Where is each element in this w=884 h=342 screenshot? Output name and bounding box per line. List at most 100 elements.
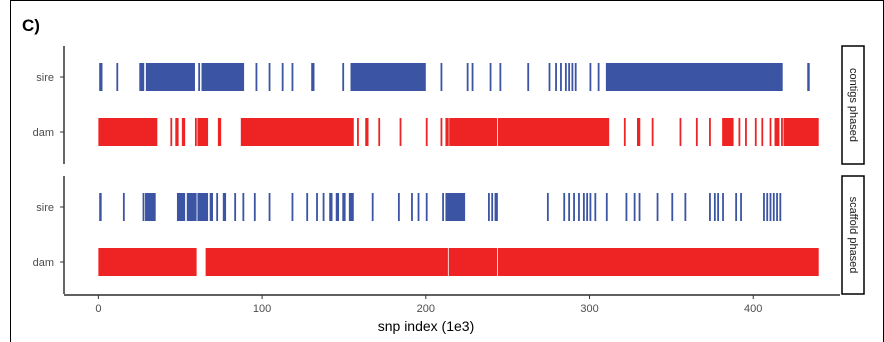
- segment-sire: [586, 193, 589, 221]
- segment-sire: [772, 193, 775, 221]
- segment-sire: [568, 193, 571, 221]
- segment-sire: [568, 63, 571, 91]
- segment-dam: [636, 118, 641, 146]
- segment-sire: [597, 63, 600, 91]
- segment-sire: [589, 63, 592, 91]
- segment-sire: [625, 193, 628, 221]
- segment-dam: [497, 248, 819, 276]
- panel-label: C): [22, 16, 40, 35]
- segment-sire: [582, 193, 585, 221]
- segment-dam: [745, 118, 747, 146]
- segment-dam: [170, 118, 173, 146]
- segment-sire: [142, 193, 145, 221]
- segment-dam: [197, 118, 209, 146]
- segment-sire: [311, 63, 315, 91]
- segment-sire: [573, 193, 575, 221]
- facet-2: sire dam scaffold phased: [33, 175, 865, 295]
- segment-dam: [440, 118, 443, 146]
- segment-dam: [783, 118, 819, 146]
- y-tick-label-sire: sire: [36, 72, 54, 84]
- segment-sire: [769, 193, 772, 221]
- series-dam: [98, 118, 819, 146]
- segment-sire: [397, 193, 400, 221]
- segment-sire: [489, 63, 492, 91]
- segment-sire: [563, 193, 566, 221]
- segment-sire: [242, 193, 245, 221]
- segment-dam: [365, 118, 369, 146]
- segment-sire: [709, 193, 711, 221]
- segment-sire: [578, 193, 580, 221]
- segment-sire: [342, 193, 346, 221]
- segment-sire: [638, 193, 641, 221]
- facets-layer: sire dam contigs phased sire dam scaffold pha…: [33, 45, 865, 295]
- segment-sire: [445, 193, 466, 221]
- segment-sire: [776, 193, 778, 221]
- y-tick-label-sire: sire: [36, 202, 54, 214]
- segment-sire: [281, 63, 284, 91]
- segment-sire: [198, 63, 201, 91]
- segment-dam: [709, 118, 711, 146]
- y-tick-label-dam: dam: [33, 127, 54, 139]
- segment-sire: [291, 63, 294, 91]
- segment-dam: [761, 118, 764, 146]
- segment-sire: [763, 193, 765, 221]
- segment-sire: [268, 63, 271, 91]
- segment-sire: [807, 63, 810, 91]
- segment-sire: [560, 63, 562, 91]
- segment-sire: [574, 63, 577, 91]
- segment-sire: [605, 193, 608, 221]
- segment-sire: [717, 193, 720, 221]
- segment-sire: [222, 193, 227, 221]
- segment-sire: [488, 193, 490, 221]
- segment-sire: [99, 63, 103, 91]
- segment-sire: [491, 193, 494, 221]
- segment-dam: [175, 118, 179, 146]
- segment-dam: [425, 118, 428, 146]
- x-tick-label: 0: [95, 303, 101, 315]
- facet-1: sire dam contigs phased: [33, 45, 865, 165]
- segment-sire: [411, 193, 413, 221]
- segment-sire: [216, 193, 219, 221]
- segment-sire: [145, 63, 195, 91]
- segment-dam: [623, 118, 626, 146]
- series-dam: [98, 248, 819, 276]
- series-sire: [99, 193, 782, 221]
- segment-dam: [722, 118, 734, 146]
- segment-sire: [201, 63, 245, 91]
- segment-sire: [527, 63, 530, 91]
- segment-sire: [766, 193, 769, 221]
- segment-sire: [417, 193, 420, 221]
- segment-dam: [449, 118, 498, 146]
- segment-dam: [754, 118, 757, 146]
- segment-sire: [671, 193, 674, 221]
- segment-sire: [335, 193, 340, 221]
- facet-strip-label: scaffold phased: [847, 197, 859, 274]
- segment-sire: [316, 193, 318, 221]
- segment-sire: [594, 193, 597, 221]
- segment-sire: [440, 63, 443, 91]
- segment-sire: [122, 193, 125, 221]
- segment-sire: [348, 193, 354, 221]
- facet-strip: [841, 175, 865, 295]
- segment-sire: [139, 63, 145, 91]
- segment-sire: [371, 193, 374, 221]
- segment-sire: [255, 63, 258, 91]
- segment-sire: [425, 193, 428, 221]
- segment-sire: [350, 63, 426, 91]
- series-sire: [99, 63, 810, 91]
- segment-sire: [253, 193, 256, 221]
- segment-dam: [448, 248, 498, 276]
- segment-dam: [378, 118, 381, 146]
- y-tick-label-dam: dam: [33, 257, 54, 269]
- segment-dam: [769, 118, 772, 146]
- segment-sire: [684, 193, 687, 221]
- facet-strip-label: contigs phased: [847, 68, 859, 142]
- segment-sire: [197, 193, 209, 221]
- segment-sire: [548, 63, 551, 91]
- segment-sire: [722, 193, 724, 221]
- segment-sire: [306, 193, 309, 221]
- segment-sire: [546, 193, 549, 221]
- segment-sire: [499, 63, 502, 91]
- segment-dam: [194, 118, 197, 146]
